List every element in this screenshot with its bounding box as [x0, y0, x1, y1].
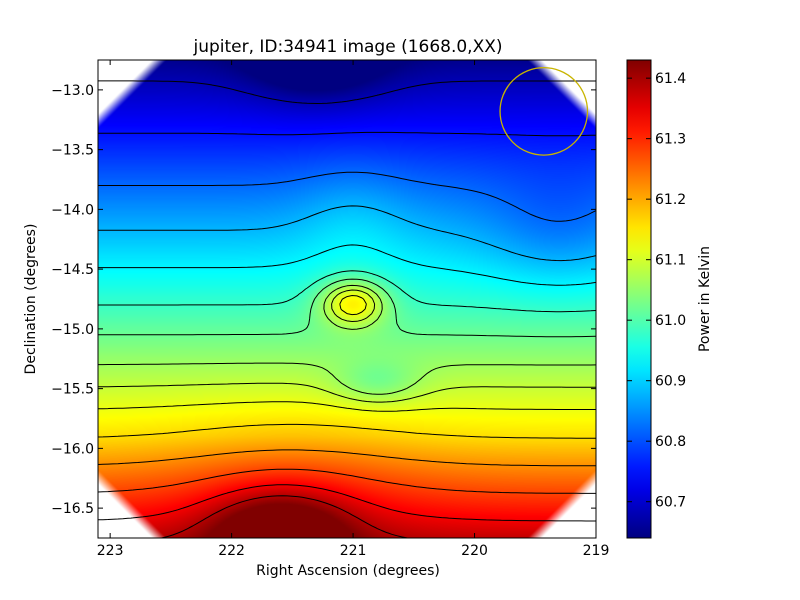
colorbar-label: Power in Kelvin	[697, 246, 713, 352]
contour-line	[98, 80, 596, 104]
colorbar-gradient	[626, 59, 652, 539]
colorbar: 60.7 60.8 60.9 61.0 61.1 61.2 61.3 61.4 Power i…	[626, 59, 713, 539]
colorbar-tick-label: 61.4	[655, 71, 686, 87]
beam-marker	[499, 67, 589, 156]
contour-line	[98, 284, 596, 395]
contour-line	[98, 205, 596, 262]
colorbar-tick-label: 61.0	[655, 313, 686, 329]
colorbar-tick-label: 61.1	[655, 253, 686, 269]
colorbar-ticks: 60.7 60.8 60.9 61.0 61.1 61.2 61.3 61.4	[627, 71, 686, 511]
contour-line	[98, 468, 596, 494]
x-axis-ticks: 223 222 221 220 219	[97, 60, 610, 559]
contour-line	[98, 449, 596, 467]
contour-line	[98, 244, 596, 286]
y-tick-label: −13.0	[51, 83, 94, 99]
y-tick-label: −15.5	[51, 382, 94, 398]
x-tick-label: 220	[461, 543, 488, 559]
colorbar-tick-label: 60.7	[655, 495, 686, 511]
y-tick-label: −13.5	[51, 143, 94, 159]
contour-line	[98, 423, 596, 439]
x-tick-label: 222	[218, 543, 245, 559]
colorbar-tick-label: 60.8	[655, 434, 686, 450]
plot-frame	[97, 59, 597, 539]
colorbar-tick-label: 61.3	[655, 132, 686, 148]
heatmap-image	[98, 60, 596, 538]
plot-area	[98, 60, 596, 538]
x-tick-label: 221	[340, 543, 367, 559]
contour-line	[98, 484, 596, 522]
colorbar-tick-label: 61.2	[655, 192, 686, 208]
colorbar-tick-label: 60.9	[655, 374, 686, 390]
y-tick-label: −16.5	[51, 501, 94, 517]
x-axis-label: Right Ascension (degrees)	[256, 563, 440, 579]
x-tick-label: 223	[97, 543, 124, 559]
x-tick-label: 219	[583, 543, 610, 559]
contour-line	[98, 270, 596, 313]
contour-line	[161, 495, 408, 538]
y-tick-label: −14.5	[51, 262, 94, 278]
contour-line	[98, 295, 596, 412]
chart-title: jupiter, ID:34941 image (1668.0,XX)	[192, 37, 502, 57]
y-axis-label: Declination (degrees)	[23, 224, 39, 375]
contour-lines	[98, 80, 596, 538]
y-axis-ticks: −13.0 −13.5 −14.0 −14.5 −15.0 −15.5 −16.0 −16.5	[51, 83, 596, 517]
contour-line	[98, 289, 596, 403]
contour-line	[98, 171, 596, 222]
y-tick-label: −14.0	[51, 202, 94, 218]
y-tick-label: −15.0	[51, 322, 94, 338]
y-tick-label: −16.0	[51, 441, 94, 457]
contour-line	[98, 278, 596, 338]
